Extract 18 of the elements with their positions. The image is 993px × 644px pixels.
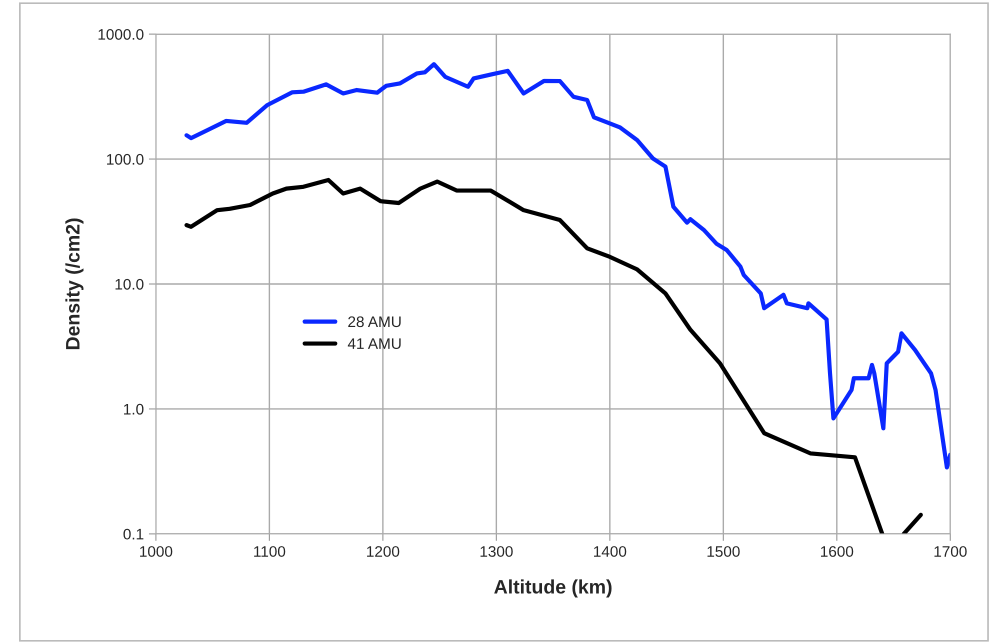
line-series [184, 62, 950, 470]
x-tick-label: 1600 [820, 546, 854, 557]
y-tick-label: 1.0 [124, 404, 144, 415]
x-axis-title: Altitude (km) [494, 579, 612, 598]
legend-label: 41 AMU [348, 338, 401, 350]
x-tick-label: 1700 [934, 546, 967, 557]
y-axis-title: Density (/cm2) [65, 218, 84, 350]
x-tick-label: 1400 [594, 546, 626, 557]
x-tick-label: 1100 [254, 546, 286, 557]
y-tick-label: 0.1 [123, 528, 144, 540]
y-tick-label: 100.0 [107, 154, 144, 165]
y-tick-label: 10.0 [116, 278, 144, 290]
x-tick-label: 1200 [367, 546, 400, 557]
legend-label: 28 AMU [348, 316, 401, 328]
x-tick-label: 1500 [708, 546, 740, 557]
x-tick-label: 1300 [480, 546, 513, 557]
y-tick-label: 1000.0 [98, 29, 144, 40]
x-tick-label: 1000 [140, 546, 172, 557]
